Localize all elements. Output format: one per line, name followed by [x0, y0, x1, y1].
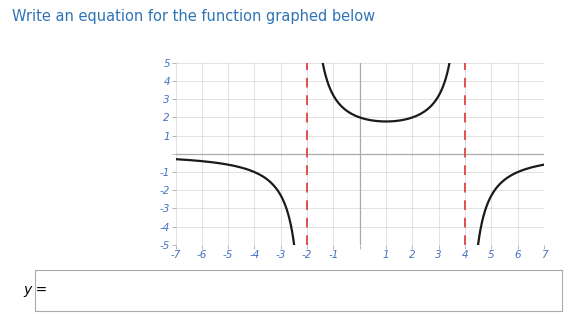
Text: Write an equation for the function graphed below: Write an equation for the function graph…	[12, 9, 375, 24]
Text: y =: y =	[23, 284, 47, 297]
